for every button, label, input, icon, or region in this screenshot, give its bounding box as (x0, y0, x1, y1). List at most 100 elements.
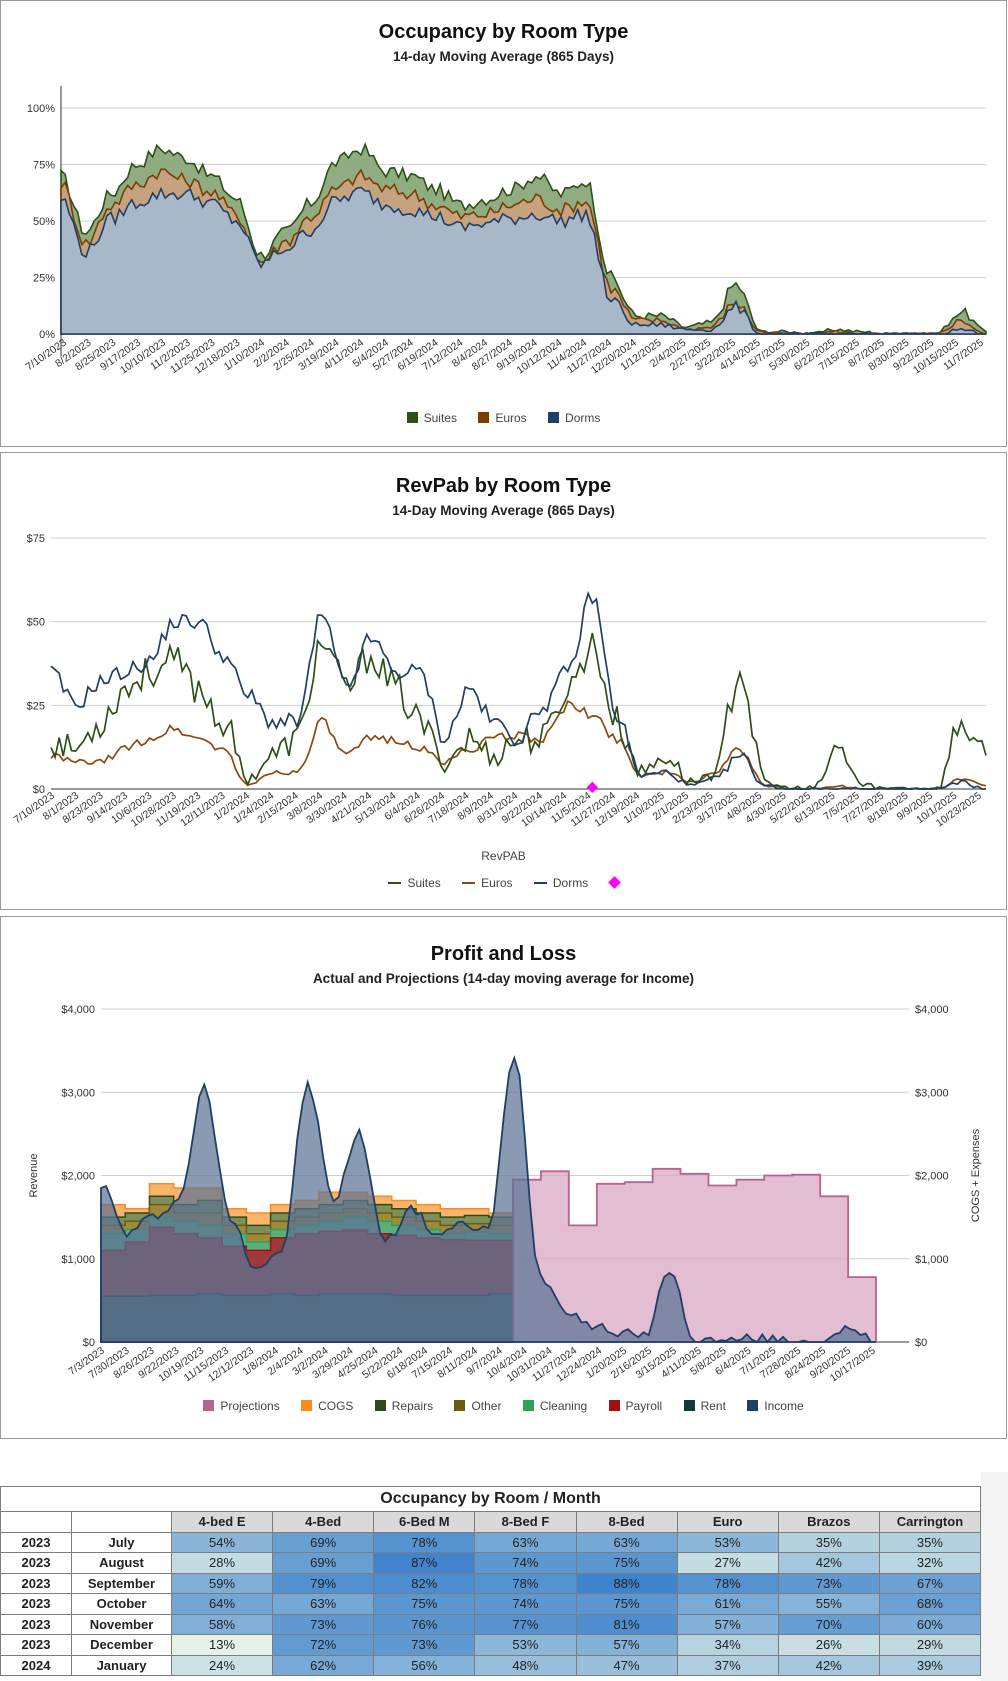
month-cell: July (71, 1531, 172, 1553)
legend-label: COGS (318, 1399, 354, 1413)
column-header: 6-Bed M (373, 1511, 476, 1533)
table-row: 2023 September 59% 79% 82% 78% 88% 78% 73% 67% (0, 1572, 982, 1594)
occupancy-cell: 73% (777, 1572, 880, 1594)
legend-item-marker[interactable] (607, 876, 621, 890)
occupancy-cell: 32% (878, 1552, 982, 1574)
legend-item-other[interactable]: Other (454, 1399, 501, 1413)
y-tick-label: $1,000 (61, 1254, 95, 1266)
occupancy-cell: 57% (676, 1613, 779, 1635)
month-cell: November (71, 1613, 172, 1635)
occupancy-cell: 13% (170, 1634, 274, 1656)
legend-label: Euros (495, 411, 527, 425)
month-cell: August (71, 1552, 172, 1574)
legend-item-dorms[interactable]: Dorms (548, 411, 600, 425)
occupancy-cell: 29% (878, 1634, 982, 1656)
legend-item-dorms[interactable]: Dorms (533, 876, 589, 890)
occupancy-chart-subtitle: 14-day Moving Average (865 Days) (392, 49, 615, 64)
line-series-dorms (50, 590, 986, 790)
header-blank (71, 1511, 172, 1533)
occupancy-cell: 67% (878, 1572, 982, 1594)
legend-label: Repairs (391, 1399, 434, 1413)
year-cell: 2023 (0, 1634, 72, 1656)
month-cell: October (71, 1593, 172, 1615)
y-tick-label: 25% (33, 273, 55, 285)
occupancy-cell: 69% (272, 1531, 375, 1553)
pnl-chart-svg: $0 $0 $1,000 $1,000 $2,000 $2,000 $3,000 $3,000… (28, 1004, 982, 1385)
legend-label: Income (764, 1399, 804, 1413)
legend-item-suites[interactable]: Suites (406, 411, 457, 425)
legend-label: Other (471, 1399, 502, 1413)
legend-item-cogs[interactable]: COGS (301, 1399, 353, 1413)
month-cell: September (71, 1572, 172, 1594)
occupancy-cell: 60% (878, 1613, 982, 1635)
occupancy-table: Occupancy by Room / Month 4-bed E 4-Bed 6-… (0, 1486, 982, 1676)
table-row: 2023 July 54% 69% 78% 63% 63% 53% 35% 35% (0, 1531, 982, 1553)
occupancy-table-title: Occupancy by Room / Month (0, 1486, 981, 1512)
header-blank (0, 1511, 72, 1533)
revpab-chart-svg: $0$25$50$757/10/20238/1/20238/23/20239/1… (12, 533, 987, 830)
occupancy-cell: 53% (474, 1634, 577, 1656)
legend-item-payroll[interactable]: Payroll (608, 1399, 663, 1413)
month-cell: January (71, 1654, 172, 1676)
occupancy-cell: 53% (676, 1531, 779, 1553)
column-header: Brazos (777, 1511, 880, 1533)
right-scroll-gutter (981, 1472, 1008, 1681)
table-row: 2023 December 13% 72% 73% 53% 57% 34% 26% 29% (0, 1634, 982, 1656)
y-tick-label: $75 (27, 533, 45, 545)
occupancy-cell: 81% (575, 1613, 678, 1635)
occupancy-cell: 73% (272, 1613, 375, 1635)
occupancy-chart-title: Occupancy by Room Type (378, 21, 629, 43)
occupancy-cell: 64% (170, 1593, 274, 1615)
revpab-chart-subtitle: 14-Day Moving Average (865 Days) (392, 503, 615, 518)
occupancy-cell: 48% (474, 1654, 577, 1676)
table-row: 2024 January 24% 62% 56% 48% 47% 37% 42% 39% (0, 1654, 982, 1676)
legend-item-euros[interactable]: Euros (462, 876, 513, 890)
revpab-x-axis-title: RevPAB (481, 849, 526, 863)
occupancy-cell: 74% (474, 1593, 577, 1615)
y-axis-title: Revenue (28, 1153, 40, 1197)
occupancy-cell: 55% (777, 1593, 880, 1615)
occupancy-cell: 26% (777, 1634, 880, 1656)
occupancy-cell: 57% (575, 1634, 678, 1656)
legend-item-cleaning[interactable]: Cleaning (522, 1399, 587, 1413)
legend-item-projections[interactable]: Projections (203, 1399, 280, 1413)
column-header: Carrington (878, 1511, 982, 1533)
occupancy-cell: 59% (170, 1572, 274, 1594)
year-cell: 2023 (0, 1572, 72, 1594)
legend-item-euros[interactable]: Euros (478, 411, 527, 425)
occupancy-cell: 24% (170, 1654, 274, 1676)
area-series-dorms (60, 186, 986, 335)
occupancy-cell: 77% (474, 1613, 577, 1635)
occupancy-cell: 47% (575, 1654, 678, 1676)
y2-tick-label: $2,000 (915, 1171, 949, 1183)
column-header: 8-Bed (575, 1511, 678, 1533)
occupancy-cell: 78% (474, 1572, 577, 1594)
legend-item-repairs[interactable]: Repairs (374, 1399, 434, 1413)
column-header: 4-Bed (272, 1511, 375, 1533)
legend-item-suites[interactable]: Suites (388, 876, 441, 890)
y-tick-label: 100% (27, 103, 55, 115)
pnl-chart-subtitle: Actual and Projections (14-day moving av… (312, 971, 695, 986)
pnl-legend: Projections COGS Repairs Other Cleaning … (1, 1399, 1006, 1413)
occupancy-cell: 74% (474, 1552, 577, 1574)
year-cell: 2023 (0, 1531, 72, 1553)
occupancy-cell: 63% (272, 1593, 375, 1615)
y-tick-label: 50% (33, 216, 55, 228)
occupancy-cell: 69% (272, 1552, 375, 1574)
occupancy-cell: 27% (676, 1552, 779, 1574)
y-tick-label: 75% (33, 160, 55, 172)
occupancy-cell: 42% (777, 1654, 880, 1676)
column-header: 8-Bed F (474, 1511, 577, 1533)
occupancy-cell: 34% (676, 1634, 779, 1656)
occupancy-cell: 70% (777, 1613, 880, 1635)
revpab-legend: Suites Euros Dorms (1, 876, 1006, 890)
legend-label: Payroll (625, 1399, 663, 1413)
legend-label: Dorms (552, 876, 589, 890)
area-series-projections (512, 1167, 877, 1343)
year-cell: 2023 (0, 1593, 72, 1615)
occupancy-cell: 73% (373, 1634, 476, 1656)
occupancy-cell: 35% (777, 1531, 880, 1553)
legend-item-rent[interactable]: Rent (683, 1399, 726, 1413)
legend-item-income[interactable]: Income (747, 1399, 804, 1413)
y-tick-label: $50 (27, 617, 45, 629)
